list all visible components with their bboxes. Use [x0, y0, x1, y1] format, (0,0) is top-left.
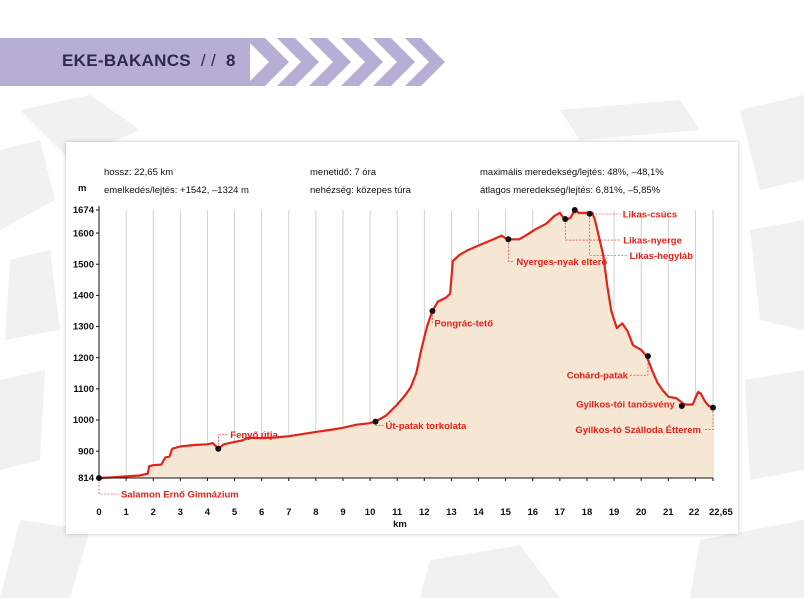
x-tick-label: 17 — [555, 507, 566, 518]
waypoint-leader — [589, 213, 628, 257]
waypoint: Út-patak torkolata — [372, 418, 467, 432]
info-length: hossz: 22,65 km — [104, 167, 174, 178]
y-tick-label: 1400 — [73, 291, 94, 302]
x-tick-label: 2 — [151, 507, 156, 518]
waypoint-label: Gyilkos-tói tanösvény — [576, 400, 675, 411]
waypoint-label: Cohárd-patak — [567, 371, 629, 382]
header-separator: / / — [200, 51, 216, 70]
x-tick-label: 18 — [582, 507, 593, 518]
y-tick-label: 1300 — [73, 322, 94, 333]
x-tick-label: 8 — [313, 507, 318, 518]
waypoint-marker — [429, 307, 436, 314]
y-axis-label: m — [78, 183, 86, 194]
waypoint-marker — [678, 403, 685, 410]
waypoint-marker — [586, 210, 593, 217]
x-tick-label: 0 — [96, 507, 101, 518]
waypoint-label: Salamon Ernő Gimnázium — [121, 490, 239, 501]
elevation-area — [99, 210, 713, 478]
waypoint-label: Fenyő útja — [230, 430, 278, 441]
waypoint-marker — [562, 216, 569, 223]
y-tick-label: 1000 — [73, 415, 94, 426]
header-title: EKE-BAKANCS — [62, 51, 191, 70]
waypoint: Gyilkos-tói tanösvény — [576, 400, 685, 411]
waypoint-leader — [98, 478, 119, 495]
waypoint: Likas-csúcs — [571, 207, 677, 221]
waypoint-label: Nyerges-nyak elterő — [516, 257, 607, 268]
y-tick-label: 900 — [78, 446, 94, 457]
x-tick-label: 6 — [259, 507, 264, 518]
waypoint: Fenyő útja — [215, 430, 278, 452]
page-header: EKE-BAKANCS / / 8 — [62, 51, 236, 71]
waypoint: Pongrác-tető — [429, 307, 493, 329]
y-tick-label: 1200 — [73, 353, 94, 364]
x-tick-label: 9 — [340, 507, 345, 518]
header-band — [0, 38, 250, 86]
info-difficulty: nehézség: közepes túra — [310, 185, 411, 196]
x-tick-label: 21 — [663, 507, 674, 518]
x-tick-label: 15 — [500, 507, 511, 518]
x-tick-label: 10 — [365, 507, 376, 518]
elevation-profile-card: hossz: 22,65 km emelkedés/lejtés: +1542,… — [66, 142, 738, 534]
waypoint: Gyilkos-tó Szálloda Étterem — [575, 404, 716, 436]
waypoint-leader — [703, 407, 714, 430]
waypoint-label: Likas-csúcs — [623, 210, 677, 221]
waypoint-marker — [571, 207, 578, 213]
x-tick-label: 12 — [419, 507, 430, 518]
x-tick-label: 11 — [392, 507, 403, 518]
x-tick-label: 22 — [689, 507, 700, 518]
waypoint-label: Likas-nyerge — [623, 236, 682, 247]
x-tick-label: 13 — [446, 507, 457, 518]
info-max-gradient: maximális meredekség/lejtés: 48%, –48,1% — [480, 167, 664, 178]
waypoint: Nyerges-nyak elterő — [505, 236, 607, 268]
waypoint-marker — [96, 475, 102, 481]
info-elevation: emelkedés/lejtés: +1542, –1324 m — [104, 185, 249, 196]
y-tick-label: 1500 — [73, 259, 94, 270]
x-tick-label: 20 — [636, 507, 647, 518]
waypoint-label: Likas-hegyláb — [630, 251, 694, 262]
waypoint-leader — [217, 434, 229, 449]
waypoint-marker — [215, 445, 222, 452]
chevron-arrows-icon — [245, 38, 445, 86]
waypoint-marker — [372, 418, 379, 425]
x-axis-label: km — [393, 519, 407, 530]
waypoint-marker — [644, 353, 651, 360]
waypoint-label: Pongrác-tető — [434, 318, 493, 329]
y-tick-label: 1600 — [73, 228, 94, 239]
x-tick-label: 22,65 — [709, 507, 733, 518]
waypoint-leader — [629, 356, 649, 376]
waypoint-leader — [508, 239, 515, 262]
waypoint-marker — [505, 236, 512, 243]
x-tick-label: 1 — [123, 507, 129, 518]
waypoint-label: Gyilkos-tó Szálloda Étterem — [575, 425, 701, 436]
page-number: 8 — [226, 51, 236, 70]
elevation-line — [98, 208, 714, 480]
y-tick-label: 1674 — [73, 205, 95, 216]
x-tick-label: 14 — [473, 507, 484, 518]
x-tick-label: 19 — [609, 507, 620, 518]
x-tick-label: 5 — [232, 507, 238, 518]
x-tick-label: 16 — [527, 507, 538, 518]
x-tick-label: 4 — [205, 507, 211, 518]
waypoint: Salamon Ernő Gimnázium — [96, 475, 239, 501]
waypoint: Likas-hegyláb — [586, 210, 694, 262]
x-tick-label: 3 — [178, 507, 183, 518]
waypoint-marker — [710, 404, 716, 411]
info-avg-gradient: átlagos meredekség/lejtés: 6,81%, –5,85% — [480, 185, 661, 196]
x-tick-label: 7 — [286, 507, 291, 518]
y-tick-label: 814 — [78, 473, 95, 484]
waypoint-label: Út-patak torkolata — [386, 420, 467, 432]
waypoint: Cohárd-patak — [567, 353, 651, 382]
y-tick-label: 1100 — [73, 384, 94, 395]
info-time: menetidő: 7 óra — [310, 167, 377, 178]
